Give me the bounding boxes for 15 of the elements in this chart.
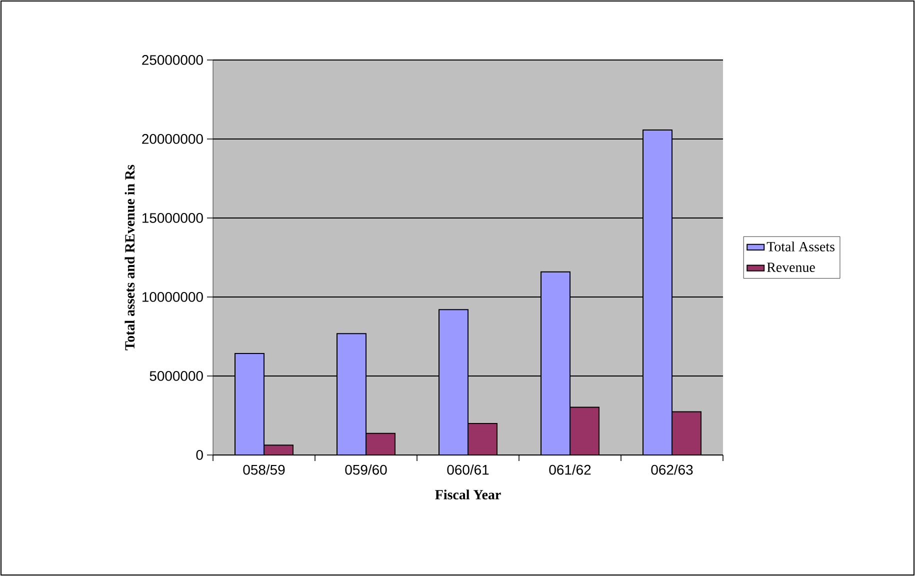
y-tick-label: 20000000 — [142, 134, 203, 144]
y-tick-label: 10000000 — [142, 292, 203, 302]
y-axis-title: Total assets and REvenue in Rs — [124, 164, 135, 350]
x-tick-label: 059/60 — [345, 464, 387, 475]
x-tick-label: 062/63 — [651, 464, 693, 475]
x-tick-label: 061/62 — [549, 464, 591, 475]
x-tick-label: 058/59 — [243, 464, 285, 475]
y-tick-label: 15000000 — [142, 213, 203, 223]
x-tick-label: 060/61 — [447, 464, 489, 475]
legend-label: Revenue — [767, 262, 815, 272]
x-axis-title: Fiscal Year — [435, 490, 501, 500]
y-tick-label: 0 — [196, 450, 203, 460]
y-tick-label: 25000000 — [142, 55, 203, 65]
y-tick-label: 5000000 — [150, 371, 203, 381]
legend-label: Total Assets — [766, 242, 834, 252]
